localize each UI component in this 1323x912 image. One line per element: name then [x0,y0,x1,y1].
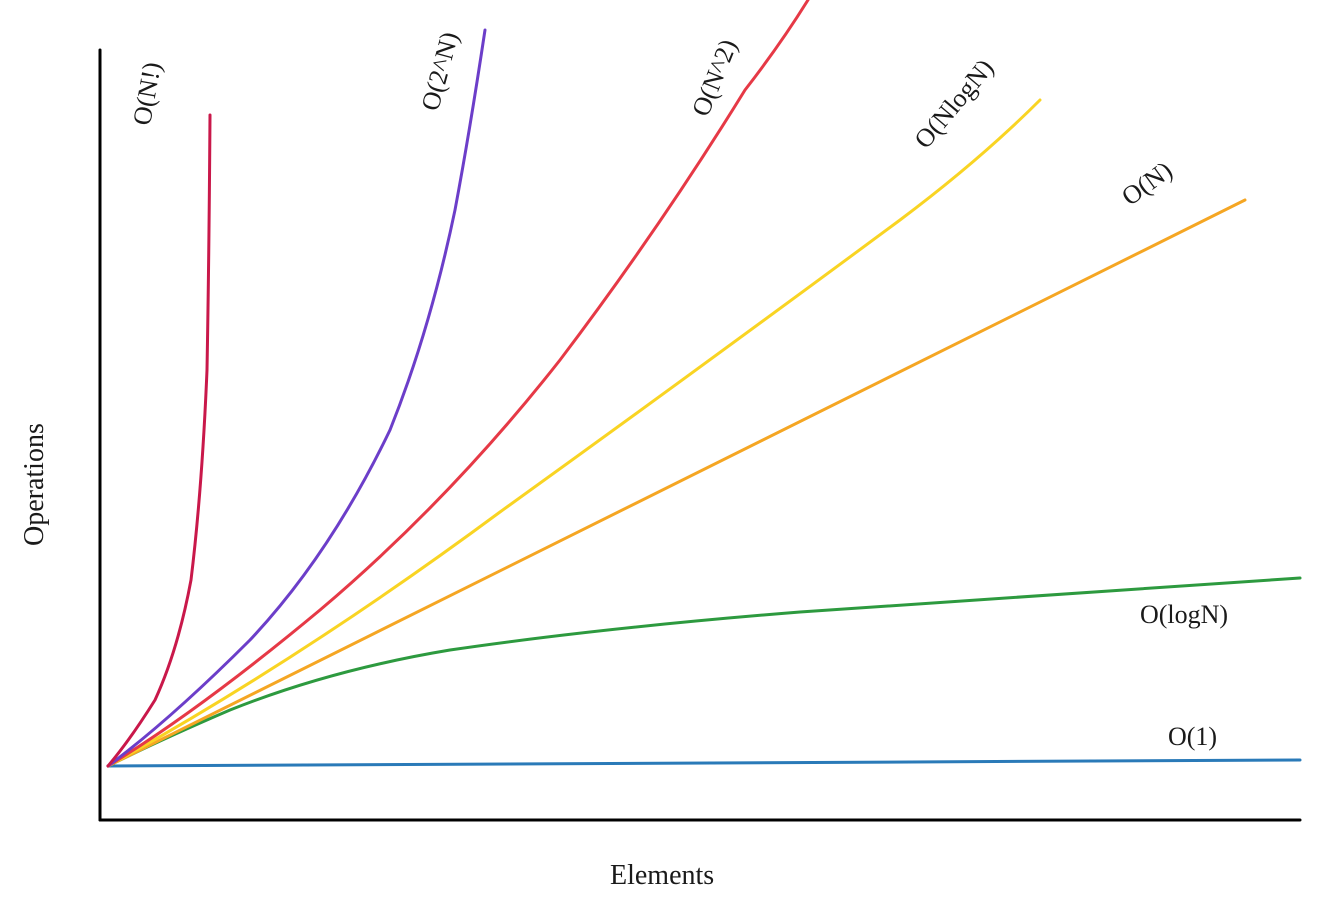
curve-O1 [108,760,1300,766]
curve-label-O1: O(1) [1168,722,1217,752]
bigO-complexity-chart: O(1)O(logN)O(N)O(NlogN)O(N^2)O(2^N)O(N!)… [0,0,1323,907]
curve-ON [108,115,210,766]
curve-ONlogN [108,100,1040,766]
x-axis-label: Elements [610,860,714,892]
curve-label-OlogN: O(logN) [1140,600,1228,630]
curve-ON [108,200,1245,766]
chart-svg [0,0,1323,907]
y-axis-label: Operations [19,423,51,546]
curve-O2N [108,30,485,766]
curve-OlogN [108,578,1300,766]
